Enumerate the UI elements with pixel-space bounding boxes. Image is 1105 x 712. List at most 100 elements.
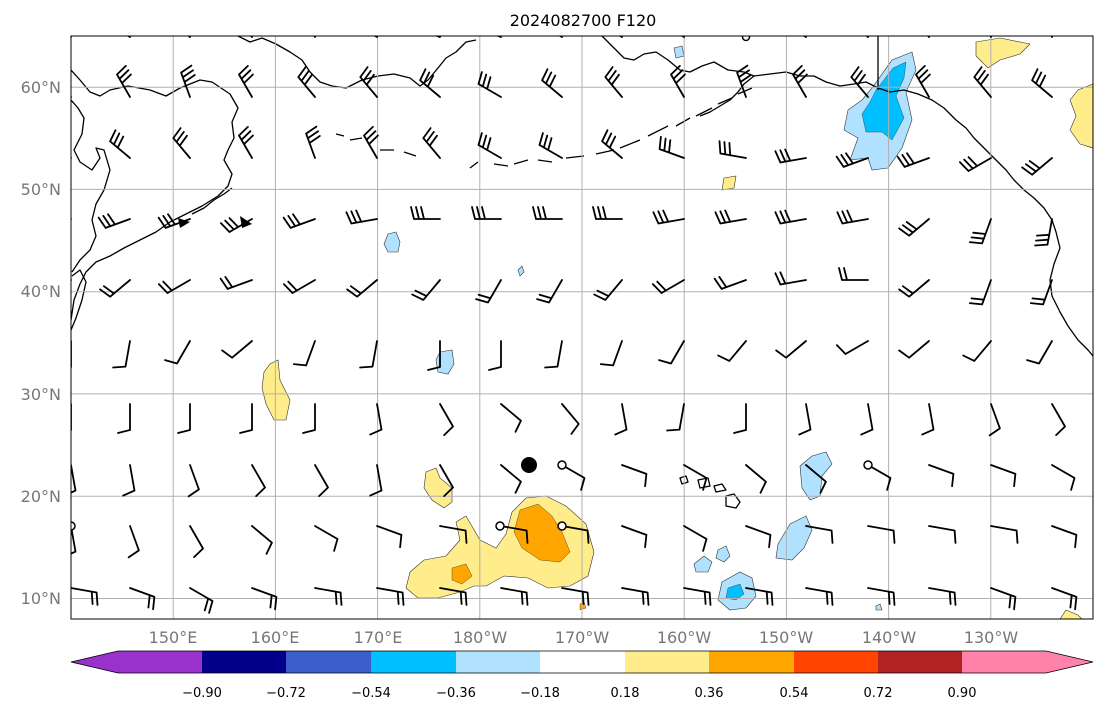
colorbar-segment: [540, 651, 625, 673]
shade-region-ne-corner-2: [1069, 83, 1093, 149]
wind-barb: [359, 66, 378, 98]
wind-barb: [621, 525, 648, 549]
wind-barb: [249, 36, 253, 38]
wind-barb: [471, 206, 502, 220]
wind-barb: [926, 36, 930, 38]
wind-barb: [538, 132, 563, 159]
wind-barb: [71, 587, 99, 606]
wind-barb: [990, 525, 1019, 544]
open-circle-marker: [71, 521, 76, 531]
shade-region-blue-40n: [517, 265, 525, 277]
wind-barb: [745, 464, 767, 494]
wind-barb: [989, 36, 992, 38]
colorbar-tick-label: 0.54: [780, 686, 809, 701]
latitude-labels: 10°N 20°N 30°N 40°N 50°N 60°N: [21, 78, 61, 608]
wind-barb: [373, 36, 378, 38]
lat-label: 30°N: [21, 385, 61, 404]
wind-barb: [419, 68, 441, 98]
wind-barb: [621, 464, 648, 488]
coastline-alaska-peninsula: [699, 75, 755, 117]
wind-barb: [652, 279, 685, 294]
figure-title: 2024082700 F120: [510, 11, 657, 30]
coastline-aleutians: [335, 87, 753, 169]
colorbar-tick-label: −0.36: [436, 686, 476, 701]
wind-barb: [157, 213, 191, 229]
colorbar-segment: [709, 651, 794, 673]
wind-barb: [221, 340, 253, 359]
wind-barb: [495, 36, 502, 38]
shade-region-blue-14n: [715, 545, 731, 563]
wind-barb: [962, 340, 992, 362]
wind-barb: [172, 127, 191, 159]
wind-barb: [177, 403, 191, 434]
lon-label: 170°E: [354, 628, 403, 647]
colorbar-tick-label: −0.54: [351, 686, 391, 701]
colorbar-outline: [70, 650, 1094, 674]
wind-barb: [536, 279, 563, 304]
wind-barb: [500, 587, 529, 606]
wind-barb: [802, 36, 807, 38]
wind-barb: [359, 340, 378, 369]
wind-barb: [836, 340, 869, 355]
wind-barb: [683, 464, 708, 491]
wind-barb: [251, 525, 273, 555]
wind-barb: [122, 464, 136, 497]
shade-region-blue-53n: [673, 45, 685, 59]
big-dot-marker: [521, 457, 537, 473]
lat-label: 50°N: [21, 180, 61, 199]
colorbar-tick-label: −0.90: [182, 686, 222, 701]
wind-barb: [238, 65, 254, 98]
shade-region-blue-15n: [775, 515, 813, 561]
shade-region-blue-21n: [799, 451, 833, 501]
wind-barb: [1051, 403, 1066, 436]
wind-barb: [1051, 464, 1076, 491]
wind-barb: [898, 218, 930, 237]
wind-barb: [683, 587, 712, 606]
wind-barb: [369, 464, 383, 497]
wind-barb: [427, 340, 441, 371]
colorbar-segment: [286, 651, 371, 673]
wind-barb: [439, 464, 454, 497]
colorbar-segment: [962, 651, 1046, 673]
wind-barb: [968, 218, 992, 245]
wind-barb: [561, 587, 590, 606]
wind-barb: [775, 340, 807, 359]
wind-barb: [251, 464, 266, 497]
wind-barb: [302, 403, 316, 434]
wind-barb: [314, 587, 343, 606]
wind-barb: [898, 340, 930, 359]
wind-barb: [973, 66, 992, 98]
shade-region-yellow-22n: [423, 467, 453, 509]
coastline-alaska-west: [601, 36, 755, 77]
wind-barb: [187, 36, 191, 38]
colorbar-segments: [71, 651, 1093, 673]
lon-label: 150°W: [759, 628, 814, 647]
wind-barb: [477, 71, 502, 98]
wind-barb: [867, 587, 896, 606]
lat-label: 20°N: [21, 487, 61, 506]
wind-barb: [238, 126, 254, 159]
colorbar-tick-label: −0.72: [266, 686, 306, 701]
wind-barb: [1034, 218, 1053, 247]
lat-label: 40°N: [21, 282, 61, 301]
shade-region-ne-corner-3: [1059, 609, 1083, 619]
wind-barb: [532, 206, 563, 220]
wind-barb: [189, 587, 214, 614]
wind-barb: [792, 65, 808, 98]
wind-barb: [683, 525, 708, 552]
wind-barb: [1051, 587, 1078, 611]
wind-barb: [1029, 279, 1053, 306]
wind-barb: [500, 464, 522, 494]
wind-barb: [71, 36, 72, 38]
wind-barb: [774, 209, 807, 225]
markers: [71, 36, 873, 531]
flag-marker: [178, 218, 190, 228]
wind-barb: [1021, 157, 1053, 176]
wind-barb: [109, 129, 131, 159]
wind-barb: [180, 64, 196, 98]
open-circle-marker: [557, 460, 567, 470]
wind-barb: [239, 403, 253, 434]
lat-label: 60°N: [21, 78, 61, 97]
wind-barb: [71, 403, 72, 431]
wind-barb: [112, 340, 131, 369]
